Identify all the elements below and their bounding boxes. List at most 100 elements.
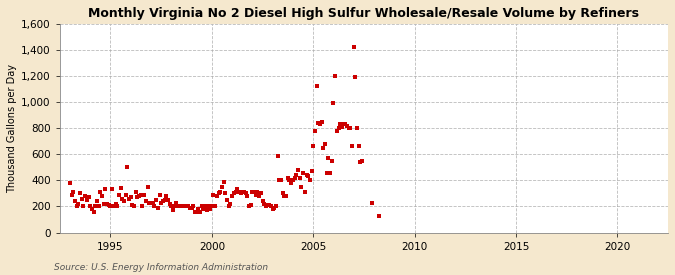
Point (340, 122, 350, 127)
Point (181, 204, 192, 209)
Point (221, 198, 232, 202)
Point (357, 159, 368, 163)
Point (259, 202, 269, 206)
Point (93, 204, 104, 209)
Point (308, 144, 319, 149)
Point (248, 190, 259, 194)
Point (338, 122, 349, 127)
Point (154, 192, 165, 197)
Point (257, 199, 268, 204)
Point (88, 210, 99, 214)
Point (122, 165, 133, 169)
Point (223, 204, 234, 209)
Point (286, 181, 297, 185)
Point (288, 178, 298, 183)
Point (147, 200, 158, 205)
Point (161, 194, 171, 198)
Point (142, 185, 153, 189)
Point (184, 205, 195, 210)
Point (228, 191, 239, 196)
Point (120, 192, 131, 197)
Point (234, 190, 244, 194)
Point (292, 168, 303, 172)
Title: Monthly Virginia No 2 Diesel High Sulfur Wholesale/Resale Volume by Refiners: Monthly Virginia No 2 Diesel High Sulfur… (88, 7, 639, 20)
Point (342, 123, 352, 128)
Point (264, 203, 275, 207)
Point (266, 204, 277, 209)
Point (166, 204, 177, 209)
Point (354, 144, 364, 149)
Point (232, 187, 242, 192)
Point (85, 204, 96, 209)
Point (203, 204, 214, 209)
Point (304, 178, 315, 183)
Point (272, 153, 283, 158)
Point (235, 191, 246, 196)
Point (119, 199, 130, 204)
Point (146, 200, 157, 205)
Point (267, 207, 278, 211)
Point (352, 126, 362, 130)
Point (205, 207, 215, 211)
Point (71, 204, 82, 209)
Point (238, 190, 249, 194)
Point (348, 45, 359, 50)
Point (344, 126, 354, 130)
Point (347, 144, 358, 149)
Point (81, 198, 92, 202)
Point (207, 204, 217, 209)
Point (186, 205, 197, 210)
Text: Source: U.S. Energy Information Administration: Source: U.S. Energy Information Administ… (54, 263, 268, 272)
Point (117, 196, 128, 201)
Point (252, 190, 263, 194)
Point (210, 204, 221, 209)
Point (76, 196, 87, 201)
Point (107, 187, 117, 192)
Point (294, 175, 305, 180)
Point (174, 204, 185, 209)
Point (126, 195, 136, 200)
Point (70, 199, 80, 204)
Point (325, 170, 335, 175)
Point (65, 181, 76, 185)
Point (306, 169, 317, 174)
Point (110, 202, 121, 206)
Point (127, 203, 138, 207)
Point (323, 156, 334, 160)
Point (80, 194, 90, 198)
Point (92, 199, 103, 204)
Point (75, 191, 86, 196)
Point (73, 202, 84, 206)
Point (309, 129, 320, 133)
Point (83, 195, 94, 200)
Point (156, 200, 167, 205)
Point (335, 122, 346, 127)
Point (78, 204, 89, 209)
Point (95, 190, 106, 194)
Point (311, 84, 322, 89)
Point (230, 190, 241, 194)
Point (279, 194, 290, 198)
Point (220, 191, 231, 196)
Point (328, 101, 339, 106)
Point (218, 180, 229, 184)
Point (242, 194, 252, 198)
Point (318, 145, 329, 150)
Point (164, 202, 175, 206)
Point (129, 204, 140, 209)
Point (315, 122, 325, 127)
Point (180, 204, 190, 209)
Y-axis label: Thousand Gallons per Day: Thousand Gallons per Day (7, 64, 17, 193)
Point (188, 204, 198, 209)
Point (262, 203, 273, 207)
Point (296, 185, 307, 189)
Point (247, 190, 258, 194)
Point (109, 204, 119, 209)
Point (313, 121, 324, 125)
Point (159, 198, 170, 202)
Point (261, 204, 271, 209)
Point (333, 126, 344, 130)
Point (157, 199, 168, 204)
Point (303, 174, 314, 179)
Point (240, 191, 251, 196)
